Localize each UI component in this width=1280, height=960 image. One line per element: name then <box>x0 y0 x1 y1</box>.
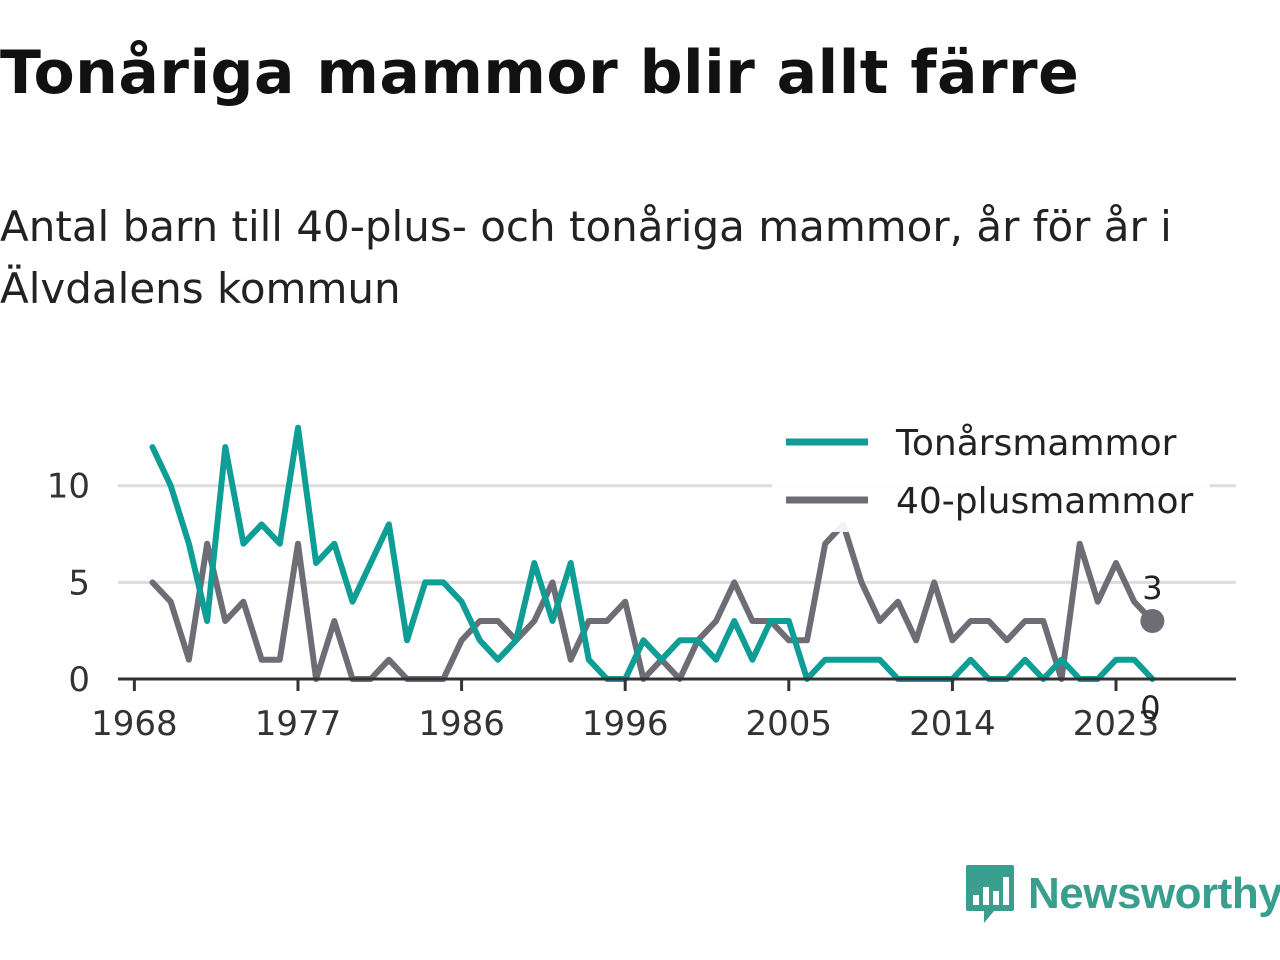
brand: Newsworthy <box>964 862 1280 926</box>
x-tick-label: 1986 <box>418 704 505 744</box>
series-line-40-plusmammor <box>149 521 1156 682</box>
series-line-tonarsmammor <box>149 424 1156 682</box>
x-tick-label: 1996 <box>582 704 669 744</box>
brand-name: Newsworthy <box>1028 869 1280 918</box>
y-tick-label: 0 <box>68 660 90 700</box>
end-label-40-plusmammor: 3 <box>1142 569 1162 607</box>
legend-label: Tonårsmammor <box>895 423 1177 464</box>
series-layer <box>149 424 1156 682</box>
x-tick-label: 2005 <box>746 704 833 744</box>
end-label-tonarsmammor: 0 <box>1140 689 1160 727</box>
y-tick-label: 5 <box>68 563 90 603</box>
end-labels: 30 <box>1140 569 1165 727</box>
x-tick-label: 2014 <box>909 704 996 744</box>
newsworthy-logo-icon <box>966 865 1014 923</box>
chart-subtitle: Antal barn till 40-plus- och tonåriga ma… <box>0 202 1172 313</box>
x-tick-label: 1968 <box>91 704 178 744</box>
y-tick-label: 10 <box>47 467 90 507</box>
end-point-marker <box>1140 609 1165 634</box>
y-axis: 0 5 10 <box>47 467 90 700</box>
x-axis: 1968 1977 1986 1996 2005 2014 2023 <box>91 677 1236 744</box>
legend: Tonårsmammor 40-plusmammor <box>772 420 1210 532</box>
chart-title: Tonåriga mammor blir allt färre <box>0 38 1080 108</box>
x-tick-label: 1977 <box>255 704 342 744</box>
legend-label: 40-plusmammor <box>896 481 1194 522</box>
x-tick-label: 2023 <box>1073 704 1160 744</box>
